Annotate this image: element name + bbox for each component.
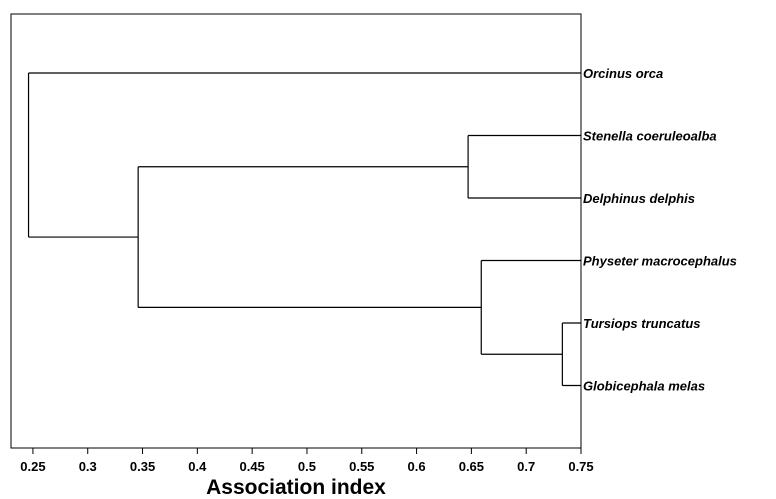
x-axis-title: Association index	[206, 476, 386, 499]
x-tick-label: 0.6	[408, 459, 426, 474]
x-tick-label: 0.55	[349, 459, 374, 474]
x-tick-label: 0.3	[79, 459, 97, 474]
x-tick-label: 0.75	[568, 459, 593, 474]
leaf-label: Delphinus delphis	[583, 191, 695, 206]
leaf-label: Tursiops truncatus	[583, 316, 701, 331]
x-tick-label: 0.7	[517, 459, 535, 474]
leaf-label: Orcinus orca	[583, 66, 663, 81]
x-tick-label: 0.4	[188, 459, 207, 474]
leaf-label: Stenella coeruleoalba	[583, 129, 717, 144]
x-axis: 0.25 0.3 0.35 0.4 0.45 0.5 0.55 0.6 0.65 0.7 0.75	[20, 448, 594, 474]
x-tick-label: 0.25	[20, 459, 45, 474]
x-tick-label: 0.5	[298, 459, 316, 474]
leaf-label: Physeter macrocephalus	[583, 254, 737, 269]
branches	[27, 72, 581, 387]
x-tick-label: 0.45	[239, 459, 264, 474]
leaf-labels: Orcinus orca Stenella coeruleoalba Delphin…	[583, 66, 737, 394]
leaf-label: Globicephala melas	[583, 379, 705, 394]
x-tick-label: 0.65	[459, 459, 484, 474]
x-tick-label: 0.35	[130, 459, 155, 474]
plot-frame	[10, 13, 582, 449]
